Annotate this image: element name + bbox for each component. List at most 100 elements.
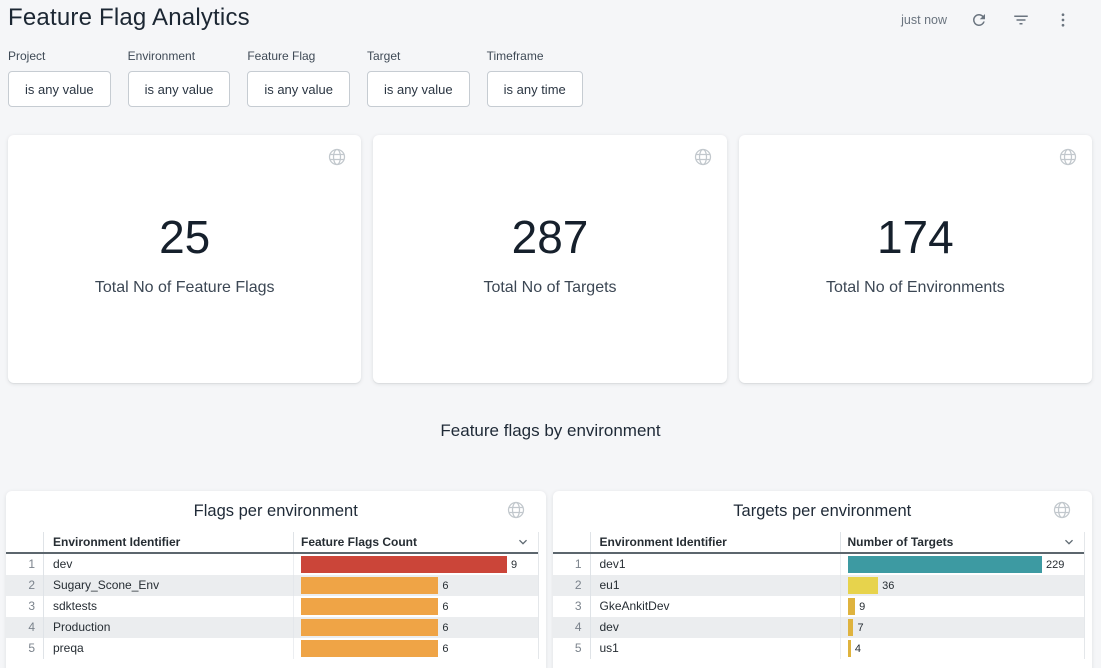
filter-project-value-button[interactable]: is any value	[8, 71, 111, 107]
row-index-header	[553, 532, 591, 552]
table-row[interactable]: 5 preqa 6	[6, 638, 538, 659]
bar-value-label: 9	[859, 600, 866, 613]
targets-per-environment-card: Targets per environment Environment Iden…	[552, 491, 1093, 668]
filter-environment: Environment is any value	[127, 49, 231, 107]
measure-cell[interactable]: 9	[294, 556, 538, 573]
dashboard-menu-button[interactable]	[1053, 10, 1073, 30]
table-row[interactable]: 5 us1 4	[552, 638, 1085, 659]
value-bar	[847, 640, 851, 657]
kpi-tiles-row: 25 Total No of Feature Flags 287 Total N…	[8, 135, 1092, 383]
measure-cell[interactable]: 36	[841, 577, 1085, 594]
kpi-value: 287	[511, 210, 589, 263]
table-row[interactable]: 1 dev1 229	[552, 554, 1085, 575]
measure-cell[interactable]: 9	[841, 598, 1085, 615]
environment-identifier-cell[interactable]: preqa	[44, 638, 294, 659]
measure-cell[interactable]: 7	[841, 619, 1085, 636]
row-index-header	[6, 532, 44, 552]
value-bar	[847, 619, 854, 636]
filter-timeframe-value-button[interactable]: is any time	[486, 71, 583, 107]
filter-project: Project is any value	[8, 49, 111, 107]
card-header: Flags per environment	[6, 491, 546, 532]
column-header-feature-flags-count[interactable]: Feature Flags Count	[294, 534, 538, 550]
value-bar	[847, 577, 879, 594]
table-row[interactable]: 1 dev 9	[6, 554, 538, 575]
kpi-tile-feature-flags: 25 Total No of Feature Flags	[8, 135, 362, 383]
column-header-number-of-targets[interactable]: Number of Targets	[841, 534, 1085, 550]
globe-icon	[1058, 147, 1078, 172]
row-index: 1	[6, 554, 44, 575]
bar-value-label: 6	[442, 600, 449, 613]
value-bar	[301, 577, 439, 594]
value-bar	[301, 640, 439, 657]
kpi-label: Total No of Environments	[825, 278, 1005, 296]
table-body: 1 dev 9 2 Sugary_Scone_Env 6 3 sdktests 6 4 Produc…	[6, 554, 538, 659]
chevron-down-icon[interactable]	[515, 534, 531, 550]
measure-cell[interactable]: 6	[294, 619, 538, 636]
header-controls: just now	[901, 10, 1073, 30]
kpi-label: Total No of Feature Flags	[94, 278, 275, 296]
measure-cell[interactable]: 6	[294, 577, 538, 594]
filter-label: Environment	[127, 49, 196, 63]
measure-cell[interactable]: 6	[294, 640, 538, 657]
card-header: Targets per environment	[553, 491, 1093, 532]
table-row[interactable]: 4 dev 7	[552, 617, 1085, 638]
table-row[interactable]: 4 Production 6	[6, 617, 538, 638]
filter-feature-flag-value-button[interactable]: is any value	[247, 71, 350, 107]
environment-identifier-cell[interactable]: sdktests	[44, 596, 294, 617]
column-header-environment-identifier[interactable]: Environment Identifier	[44, 532, 294, 552]
filter-label: Timeframe	[486, 49, 544, 63]
measure-cell[interactable]: 229	[841, 556, 1085, 573]
kpi-value: 25	[159, 210, 211, 263]
row-index: 1	[553, 554, 591, 575]
environment-identifier-cell[interactable]: GkeAnkitDev	[591, 596, 841, 617]
table-row[interactable]: 2 Sugary_Scone_Env 6	[6, 575, 538, 596]
filter-target-value-button[interactable]: is any value	[366, 71, 470, 107]
environment-identifier-cell[interactable]: eu1	[591, 575, 841, 596]
column-header-environment-identifier[interactable]: Environment Identifier	[591, 532, 841, 552]
page-title: Feature Flag Analytics	[8, 4, 250, 31]
chevron-down-icon[interactable]	[1061, 534, 1077, 550]
table-row[interactable]: 3 GkeAnkitDev 9	[552, 596, 1085, 617]
bar-value-label: 229	[1045, 558, 1065, 571]
tables-row: Flags per environment Environment Identi…	[6, 491, 1092, 668]
refresh-button[interactable]	[969, 10, 989, 30]
value-bar	[301, 556, 508, 573]
measure-cell[interactable]: 4	[841, 640, 1085, 657]
filter-label: Project	[8, 49, 46, 63]
environment-identifier-cell[interactable]: dev1	[591, 554, 841, 575]
filter-feature-flag: Feature Flag is any value	[247, 49, 350, 107]
row-index: 4	[553, 617, 591, 638]
environment-identifier-cell[interactable]: Production	[44, 617, 294, 638]
bar-value-label: 7	[857, 621, 864, 634]
environment-identifier-cell[interactable]: us1	[591, 638, 841, 659]
globe-icon	[506, 500, 526, 525]
dashboard-filters-button[interactable]	[1011, 10, 1031, 30]
row-index: 5	[553, 638, 591, 659]
kpi-tile-targets: 287 Total No of Targets	[373, 135, 727, 383]
card-title: Flags per environment	[193, 502, 358, 520]
environment-identifier-cell[interactable]: Sugary_Scone_Env	[44, 575, 294, 596]
kebab-menu-icon	[1061, 13, 1065, 27]
measure-cell[interactable]: 6	[294, 598, 538, 615]
last-refresh-text: just now	[901, 13, 947, 27]
row-index: 3	[553, 596, 591, 617]
bar-value-label: 36	[882, 579, 895, 592]
table-row[interactable]: 3 sdktests 6	[6, 596, 538, 617]
bar-value-label: 6	[442, 642, 449, 655]
refresh-icon	[972, 13, 985, 26]
globe-icon	[693, 147, 713, 172]
table-header-row: Environment Identifier Feature Flags Cou…	[6, 532, 538, 554]
environment-identifier-cell[interactable]: dev	[591, 617, 841, 638]
table-row[interactable]: 2 eu1 36	[552, 575, 1085, 596]
value-bar	[301, 598, 439, 615]
targets-table: Environment Identifier Number of Targets…	[552, 532, 1085, 659]
filter-environment-value-button[interactable]: is any value	[127, 71, 231, 107]
row-index: 4	[6, 617, 44, 638]
row-index: 2	[553, 575, 591, 596]
filter-timeframe: Timeframe is any time	[486, 49, 583, 107]
filter-target: Target is any value	[366, 49, 470, 107]
kpi-label: Total No of Targets	[483, 278, 617, 296]
filter-bar: Project is any value Environment is any …	[8, 49, 1101, 107]
environment-identifier-cell[interactable]: dev	[44, 554, 294, 575]
filter-label: Feature Flag	[247, 49, 316, 63]
